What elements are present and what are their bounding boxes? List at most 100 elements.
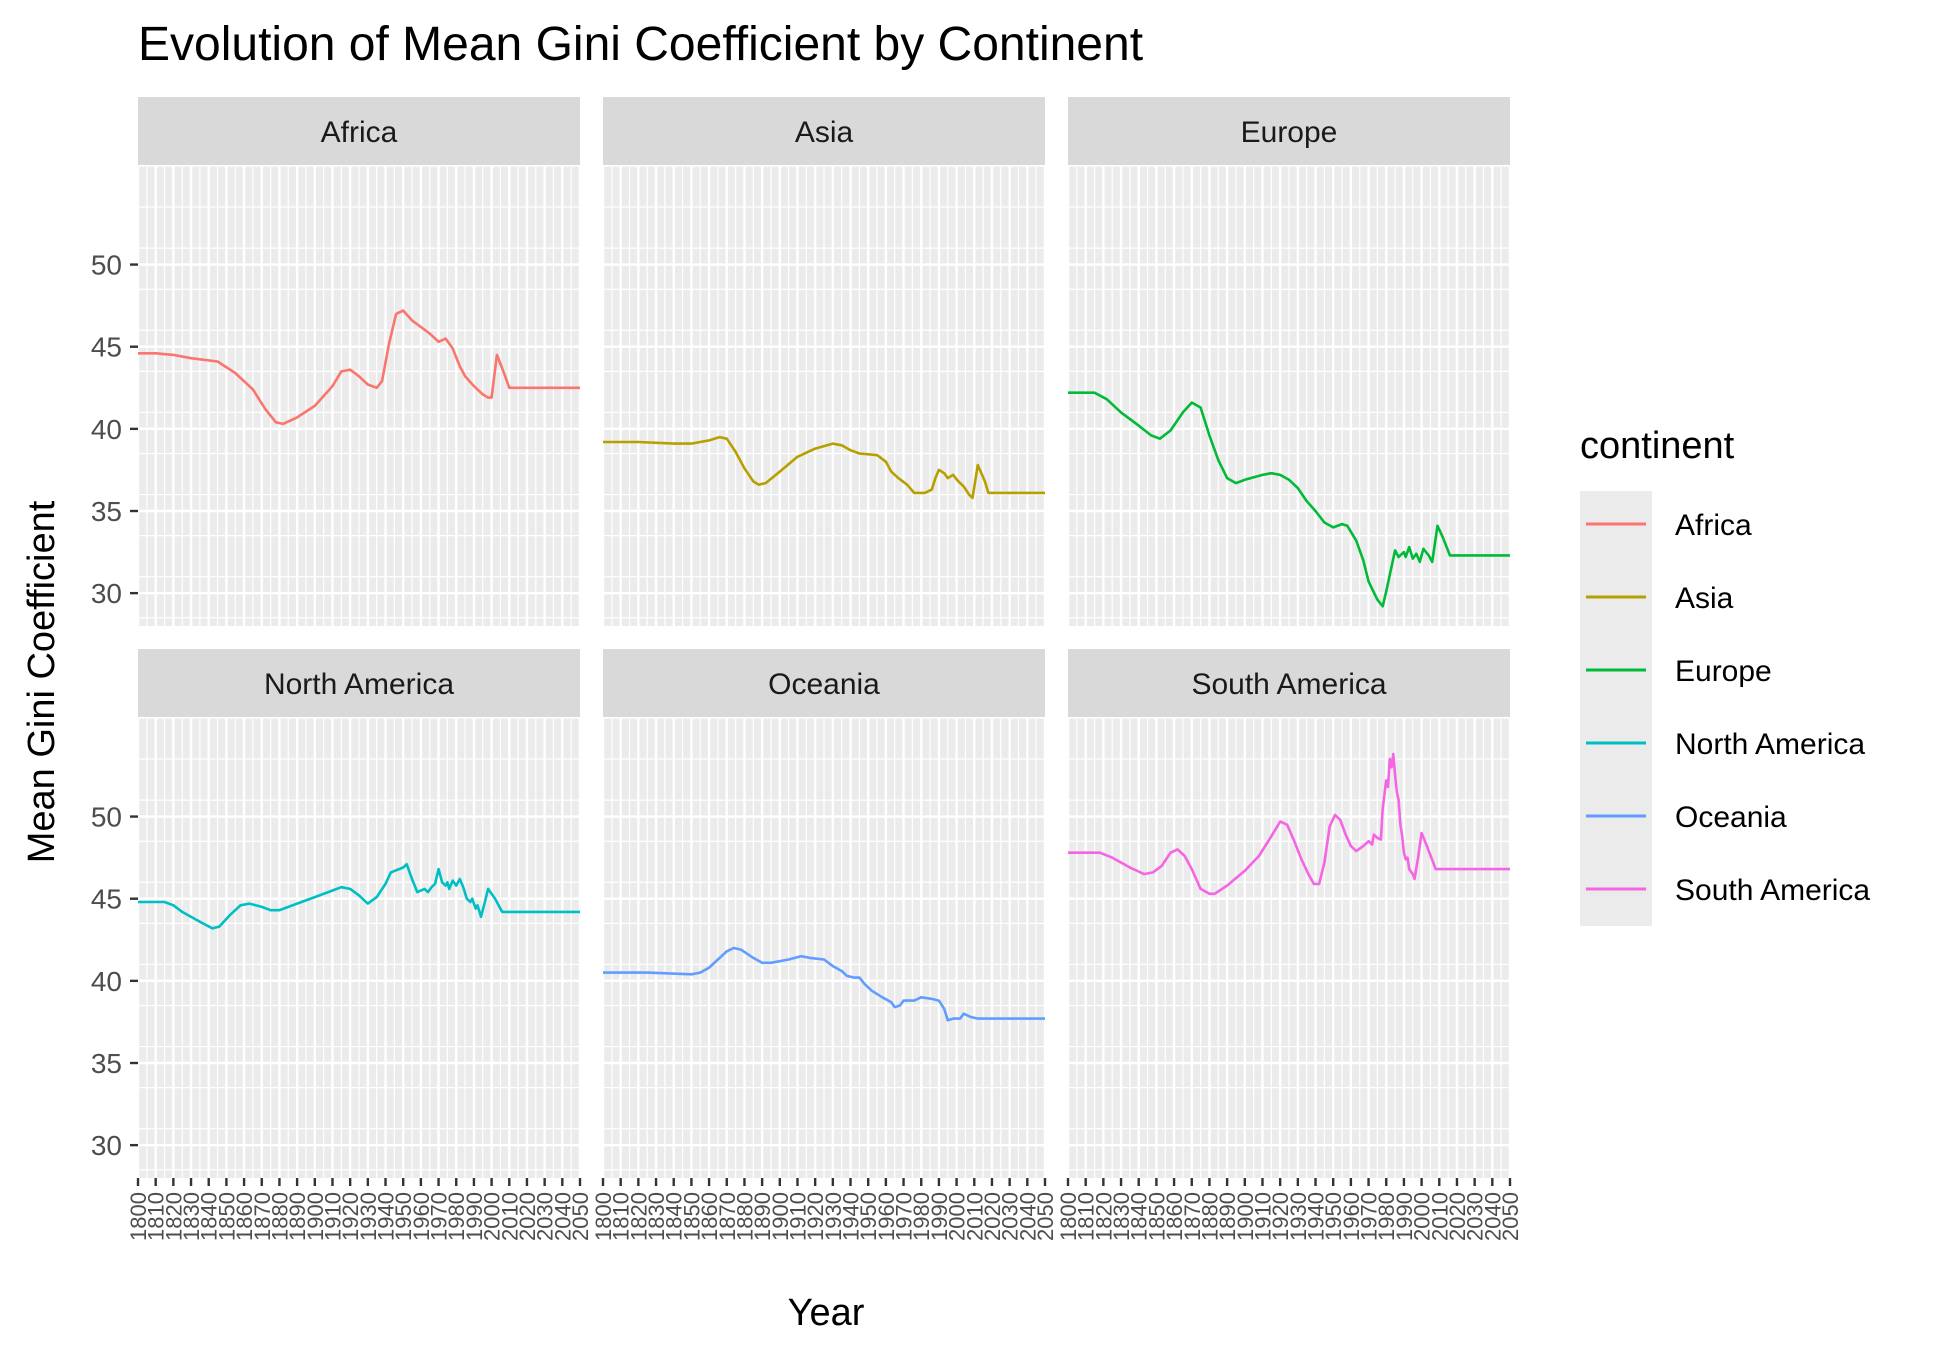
x-tick-label: 2040 [550,1192,575,1241]
x-tick-label: 1820 [1091,1192,1116,1241]
x-tick-label: 1980 [909,1192,934,1241]
facet-strip [138,649,580,717]
x-tick-label: 1840 [1127,1192,1152,1241]
facet-panel: Asia [601,97,1047,626]
y-tick-label: 35 [91,496,122,527]
x-tick-label: 1810 [1074,1192,1099,1241]
x-tick-label: 1830 [1109,1192,1134,1241]
x-tick-label: 2020 [515,1192,540,1241]
x-tick-label: 2050 [1033,1192,1058,1241]
x-tick-label: 2020 [1445,1192,1470,1241]
x-tick-label: 1910 [1250,1192,1275,1241]
x-tick-label: 1930 [821,1192,846,1241]
x-tick-label: 1890 [285,1192,310,1241]
y-tick-label: 40 [91,414,122,445]
facet-panels: Africa 30 35 40 45 50 Asia Europe North America 3… [91,97,1523,1241]
x-tick-label: 2000 [480,1192,505,1241]
y-tick-label: 40 [91,966,122,997]
x-tick-label: 1940 [839,1192,864,1241]
x-tick-label: 1970 [427,1192,452,1241]
x-tick-label: 1950 [391,1192,416,1241]
x-tick-label: 1870 [715,1192,740,1241]
x-tick-label: 2010 [1427,1192,1452,1241]
x-tick-label: 2020 [980,1192,1005,1241]
y-tick-label: 50 [91,250,122,281]
x-tick-label: 1990 [1392,1192,1417,1241]
x-tick-label: 1990 [462,1192,487,1241]
x-tick-label: 1880 [267,1192,292,1241]
legend-label: Asia [1675,582,1734,615]
x-tick-label: 1910 [785,1192,810,1241]
x-tick-label: 1800 [126,1192,151,1241]
x-tick-label: 1970 [1357,1192,1382,1241]
x-tick-label: 1880 [1197,1192,1222,1241]
series-line [138,862,580,930]
x-tick-label: 1880 [732,1192,757,1241]
facet-strip [603,649,1045,717]
x-tick-label: 1960 [1339,1192,1364,1241]
x-tick-label: 1840 [662,1192,687,1241]
series-line [1068,752,1510,896]
x-tick-label: 1820 [161,1192,186,1241]
x-tick-label: 1980 [1374,1192,1399,1241]
x-tick-label: 1850 [214,1192,239,1241]
y-tick-label: 30 [91,1130,122,1161]
facet-strip-label: Asia [795,116,854,149]
x-tick-label: 2040 [1015,1192,1040,1241]
facet-panel: Africa 30 35 40 45 50 [91,97,582,626]
series-line [603,946,1045,1022]
x-tick-label: 1800 [1056,1192,1081,1241]
y-tick-label: 30 [91,578,122,609]
x-tick-label: 1970 [892,1192,917,1241]
series-line [138,309,580,426]
x-tick-label: 1950 [1321,1192,1346,1241]
x-tick-label: 1910 [320,1192,345,1241]
legend-label: Oceania [1675,801,1787,834]
legend-label: North America [1675,728,1865,761]
facet-strip [1068,649,1510,717]
x-tick-label: 1810 [609,1192,634,1241]
x-tick-label: 1820 [626,1192,651,1241]
x-tick-label: 1870 [1180,1192,1205,1241]
facet-panel: North America303540455018001810182018301… [91,649,593,1241]
x-tick-label: 2000 [1410,1192,1435,1241]
x-tick-label: 1990 [927,1192,952,1241]
x-tick-label: 2030 [533,1192,558,1241]
facet-strip [1068,97,1510,165]
x-tick-label: 1960 [409,1192,434,1241]
x-tick-label: 1930 [1286,1192,1311,1241]
x-tick-label: 2000 [945,1192,970,1241]
x-tick-label: 1960 [874,1192,899,1241]
x-tick-label: 1800 [591,1192,616,1241]
x-tick-label: 1810 [144,1192,169,1241]
x-tick-label: 1850 [679,1192,704,1241]
x-tick-label: 1830 [179,1192,204,1241]
legend-label: Europe [1675,655,1772,688]
x-tick-label: 2030 [998,1192,1023,1241]
facet-panel: Europe [1066,97,1512,626]
facet-strip [603,97,1045,165]
x-tick-label: 2040 [1480,1192,1505,1241]
x-tick-label: 1870 [250,1192,275,1241]
y-tick-label: 35 [91,1048,122,1079]
y-tick-label: 50 [91,802,122,833]
facet-strip-label: Africa [321,116,398,149]
y-axis-title: Mean Gini Coefficient [21,500,63,863]
facet-panel: Oceania180018101820183018401850186018701… [591,649,1058,1241]
x-tick-label: 1830 [644,1192,669,1241]
legend-key-background [1580,491,1652,926]
legend: continent Africa Asia Europe North America O… [1580,425,1870,926]
x-tick-label: 1860 [1162,1192,1187,1241]
x-tick-label: 1920 [1268,1192,1293,1241]
facet-panel: South America 180018101820183018401850186… [1056,649,1523,1241]
x-axis-title: Year [788,1292,865,1334]
x-tick-label: 2050 [568,1192,593,1241]
x-tick-label: 1860 [697,1192,722,1241]
x-tick-label: 1940 [1304,1192,1329,1241]
legend-label: South America [1675,874,1870,907]
legend-label: Africa [1675,509,1752,542]
x-tick-label: 1860 [232,1192,257,1241]
x-tick-label: 1900 [1233,1192,1258,1241]
x-tick-label: 2010 [497,1192,522,1241]
x-tick-label: 1920 [803,1192,828,1241]
